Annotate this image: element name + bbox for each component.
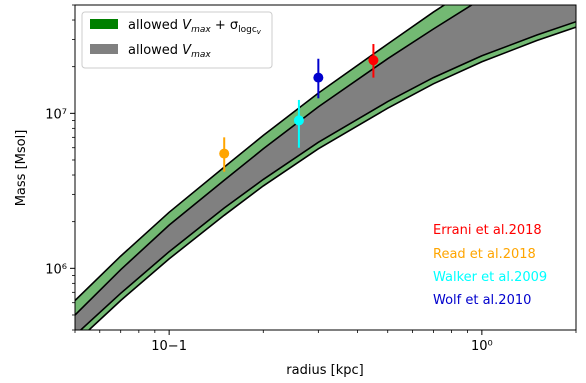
label-read: Read et al.2018 xyxy=(433,247,536,262)
point-2 xyxy=(293,115,304,126)
x-axis-label: radius [kpc] xyxy=(286,363,363,378)
band-fill-1 xyxy=(75,5,576,330)
y-tick-label: 10⁷ xyxy=(45,107,67,122)
y-axis-label: Mass [Msol] xyxy=(14,130,29,207)
band-1-upper-edge xyxy=(75,5,474,316)
x-axis-ticks: 10−1 10⁰ xyxy=(74,330,577,354)
x-tick-label: 10⁰ xyxy=(471,339,493,354)
legend-entry-vmax: allowed Vmax xyxy=(128,43,211,60)
data-points xyxy=(219,44,379,172)
point-0 xyxy=(368,55,379,66)
legend: allowed Vmax + σlogcv allowed Vmax xyxy=(81,11,273,69)
y-axis-ticks: 10⁶ 10⁷ xyxy=(45,4,75,331)
band-0-lower-edge xyxy=(87,26,576,330)
legend-box xyxy=(81,11,273,69)
legend-swatch-gray xyxy=(90,44,118,54)
label-errani: Errani et al.2018 xyxy=(433,223,542,238)
point-3 xyxy=(313,72,324,83)
point-1 xyxy=(219,148,230,159)
x-tick-label: 10−1 xyxy=(151,339,187,354)
y-tick-label: 10⁶ xyxy=(45,262,67,277)
legend-swatch-green xyxy=(90,19,118,29)
label-walker: Walker et al.2009 xyxy=(433,270,547,285)
reference-labels: Errani et al.2018 Read et al.2018 Walker… xyxy=(433,223,547,308)
plot-frame xyxy=(74,4,577,331)
legend-entry-vmax-sigma: allowed Vmax + σlogcv xyxy=(128,18,262,36)
band-1-lower-edge xyxy=(79,20,576,330)
label-wolf: Wolf et al.2010 xyxy=(433,293,531,308)
